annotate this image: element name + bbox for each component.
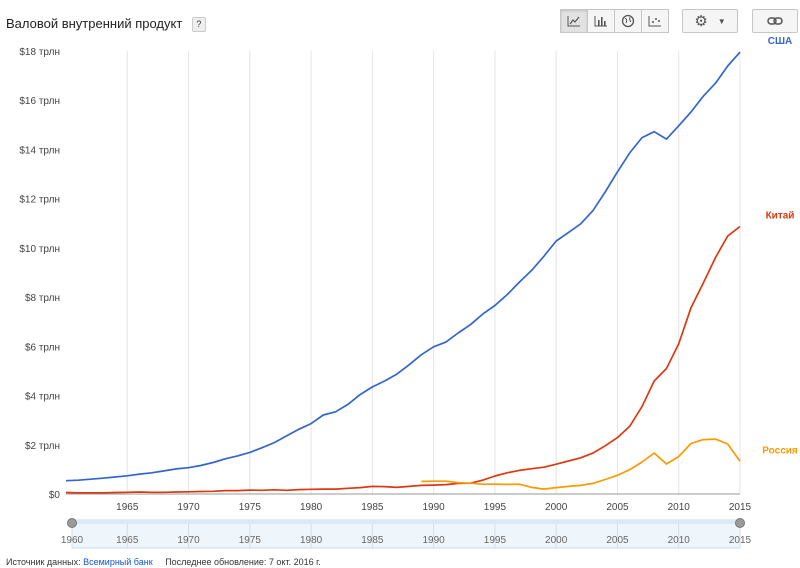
x-tick-label: 1970 (177, 502, 200, 513)
x-tick-label: 1980 (300, 502, 323, 513)
x-axis: 1965 1970 1975 1980 1985 1990 1995 2000 2005 2010… (66, 493, 752, 513)
x-tick-label: 2010 (668, 502, 691, 513)
last-updated: Последнее обновление: 7 окт. 2016 г. (165, 557, 321, 567)
x-tick-label: 1975 (239, 502, 262, 513)
x-tick-label: 1995 (484, 502, 507, 513)
scatter-button[interactable] (641, 9, 669, 33)
slider-tick-label: 1985 (361, 535, 384, 546)
series-line[interactable] (65, 51, 741, 482)
series-label: Россия (762, 445, 798, 456)
grid-lines (126, 51, 741, 494)
slider-tick-label: 1990 (423, 535, 446, 546)
line-chart-icon (567, 16, 580, 27)
y-tick-label: $4 трлн (25, 392, 60, 403)
slider-tick-label: 1980 (300, 535, 323, 546)
slider-tick-label: 1995 (484, 535, 507, 546)
y-axis: $0 $2 трлн $4 трлн $6 трлн $8 трлн $10 трлн $1… (19, 47, 60, 501)
slider-track[interactable] (71, 519, 741, 549)
time-range-slider: 1960 1965 1970 1975 1980 1985 1990 1995 2000 2005… (61, 518, 752, 549)
x-tick-label: 1990 (423, 502, 446, 513)
series-label: США (768, 36, 793, 47)
slider-start-handle[interactable] (67, 518, 77, 528)
y-tick-label: $16 трлн (19, 96, 60, 107)
y-tick-label: $0 (49, 490, 61, 501)
globe-icon (621, 14, 635, 28)
y-tick-label: $2 трлн (25, 441, 60, 452)
chart-type-toolbar (560, 9, 669, 33)
y-tick-label: $10 трлн (19, 244, 60, 255)
map-button[interactable] (614, 9, 642, 33)
scatter-icon (648, 16, 661, 27)
x-tick-label: 2000 (545, 502, 568, 513)
slider-tick-label: 1960 (61, 535, 84, 546)
slider-tick-label: 1970 (177, 535, 200, 546)
slider-tick-label: 1975 (239, 535, 262, 546)
gear-icon: ⚙ (694, 13, 708, 30)
slider-tick-label: 2005 (606, 535, 629, 546)
x-tick-label: 1985 (361, 502, 384, 513)
series-line[interactable] (421, 438, 741, 490)
series-line[interactable] (65, 225, 741, 494)
link-icon (767, 17, 783, 25)
series-group (65, 51, 741, 494)
source-link[interactable]: Всемирный банк (83, 557, 153, 567)
chevron-down-icon: ▼ (717, 16, 726, 26)
x-tick-label: 2015 (729, 502, 752, 513)
gdp-chart: $0 $2 трлн $4 трлн $6 трлн $8 трлн $10 трлн $1… (19, 36, 798, 549)
settings-button[interactable]: ⚙ ▼ (682, 9, 738, 33)
footer: Источник данных: Всемирный банк Последне… (6, 557, 321, 567)
y-tick-label: $8 трлн (25, 293, 60, 304)
slider-range-bar (72, 520, 740, 524)
source-label: Источник данных: (6, 557, 81, 567)
y-tick-label: $6 трлн (25, 342, 60, 353)
slider-tick-label: 2015 (729, 535, 752, 546)
x-tick-label: 2005 (606, 502, 629, 513)
help-button[interactable]: ? (191, 17, 206, 32)
series-label: Китай (766, 210, 795, 221)
page-title: Валовой внутренний продукт ? (6, 16, 206, 32)
x-tick-label: 1965 (116, 502, 139, 513)
share-link-button[interactable] (752, 9, 798, 33)
y-tick-label: $14 трлн (19, 145, 60, 156)
slider-tick-label: 2000 (545, 535, 568, 546)
slider-tick-label: 2010 (668, 535, 691, 546)
series-labels: США Китай Россия (762, 36, 798, 456)
bar-chart-button[interactable] (587, 9, 615, 33)
slider-end-handle[interactable] (735, 518, 745, 528)
slider-tick-label: 1965 (116, 535, 139, 546)
title-text: Валовой внутренний продукт (6, 16, 183, 31)
y-tick-label: $18 трлн (19, 47, 60, 58)
bar-chart-icon (594, 16, 607, 27)
y-tick-label: $12 трлн (19, 195, 60, 206)
